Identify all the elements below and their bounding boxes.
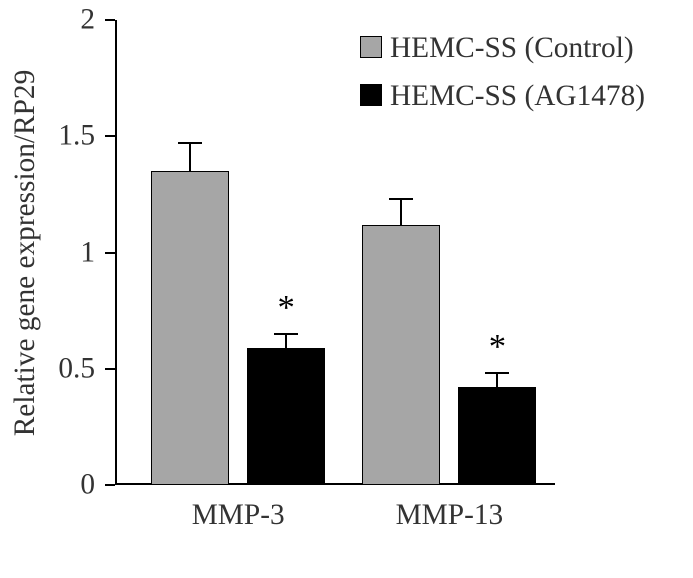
legend-label: HEMC-SS (Control)	[390, 32, 634, 65]
y-tick-label: 2	[0, 4, 95, 37]
significance-mark: *	[278, 289, 295, 328]
error-bar	[400, 199, 402, 225]
legend-swatch-icon	[360, 36, 382, 58]
legend-swatch-icon	[360, 84, 382, 106]
bar-ag1478	[247, 348, 325, 485]
y-tick	[105, 19, 115, 21]
error-bar-cap	[389, 198, 413, 200]
error-bar-cap	[485, 372, 509, 374]
x-category-label: MMP-3	[192, 499, 285, 532]
error-bar	[189, 143, 191, 171]
y-tick	[105, 484, 115, 486]
y-axis-label: Relative gene expression/RP29	[9, 69, 42, 436]
error-bar	[496, 373, 498, 387]
y-tick	[105, 135, 115, 137]
error-bar-cap	[274, 333, 298, 335]
bar-control	[151, 171, 229, 485]
y-tick	[105, 252, 115, 254]
error-bar	[285, 334, 287, 348]
bar-ag1478	[458, 387, 536, 485]
bar-control	[362, 225, 440, 485]
legend-label: HEMC-SS (AG1478)	[390, 80, 645, 113]
error-bar-cap	[178, 142, 202, 144]
y-tick	[105, 368, 115, 370]
significance-mark: *	[489, 328, 506, 367]
y-tick-label: 0	[0, 469, 95, 502]
x-category-label: MMP-13	[396, 499, 504, 532]
bar-chart: 0 0.5 1 1.5 2 Relative gene expression/R…	[0, 0, 693, 578]
